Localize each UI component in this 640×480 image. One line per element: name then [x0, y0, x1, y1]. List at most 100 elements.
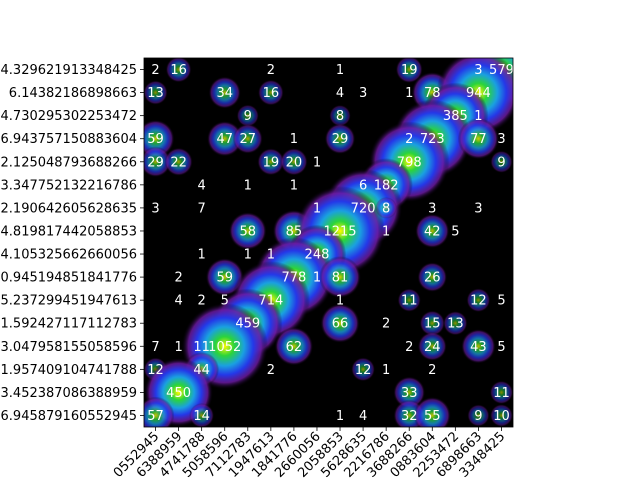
cell-value-label: 20 — [286, 155, 303, 170]
x-axis: 0552945638895947417885058596711278319476… — [111, 427, 508, 480]
cell-value-label: 3 — [474, 201, 482, 216]
cell-value-label: 5 — [221, 294, 229, 309]
cell-value-label: 2 — [198, 294, 206, 309]
cell-value-label: 2 — [428, 363, 436, 378]
cell-value-label: 5 — [451, 224, 459, 239]
cell-value-label: 1 — [313, 201, 321, 216]
heat-glow — [274, 326, 314, 366]
y-tick-label: 3.347752132216786 — [1, 178, 137, 193]
heat-glow — [490, 404, 513, 427]
cell-value-label: 7 — [198, 201, 206, 216]
cell-value-label: 11 — [193, 340, 210, 355]
cell-value-label: 1 — [290, 132, 298, 147]
cell-value-label: 43 — [470, 340, 487, 355]
cell-value-label: 5 — [497, 294, 505, 309]
cell-value-label: 6 — [359, 178, 367, 193]
heat-glow — [419, 310, 446, 336]
heat-glow — [461, 328, 496, 364]
heat-glow — [466, 288, 491, 313]
heat-glow — [144, 80, 168, 105]
cell-value-label: 459 — [235, 317, 260, 332]
cell-value-label: 4 — [359, 409, 367, 424]
cell-value-label: 62 — [286, 340, 303, 355]
cell-value-label: 19 — [401, 63, 418, 78]
heat-glow — [395, 58, 423, 84]
heat-glow — [164, 147, 193, 176]
cell-value-label: 29 — [147, 155, 164, 170]
cell-value-label: 1052 — [208, 340, 241, 355]
cell-value-label: 723 — [420, 132, 445, 147]
cell-value-label: 2 — [405, 132, 413, 147]
y-axis: 4.329621913348425 6.14382186898663 4.73029… — [1, 63, 144, 424]
cell-value-label: 2 — [174, 271, 182, 286]
heat-glows — [144, 58, 513, 427]
heat-glow — [206, 120, 243, 157]
y-tick-label: 1.592427117112783 — [1, 317, 137, 332]
y-tick-label: 2.125048793688266 — [1, 155, 137, 170]
heat-glow — [208, 76, 241, 109]
heat-glow — [228, 212, 267, 250]
cell-value-label: 2 — [267, 63, 275, 78]
heat-glow — [351, 357, 376, 382]
cell-value-label: 8 — [336, 109, 344, 124]
y-tick-label: 5.237299451947613 — [1, 294, 137, 309]
heat-glow — [165, 58, 192, 83]
heat-glow — [329, 104, 351, 127]
cell-value-label: 5 — [497, 340, 505, 355]
cell-value-label: 714 — [258, 294, 283, 309]
cell-value-label: 1 — [267, 248, 275, 263]
cell-value-label: 720 — [351, 201, 376, 216]
cell-value-label: 1 — [382, 363, 390, 378]
cell-value-label: 2 — [151, 63, 159, 78]
heat-glow — [236, 104, 259, 127]
cell-value-label: 13 — [147, 86, 164, 101]
heat-glow — [144, 146, 171, 178]
cell-value-label: 1215 — [323, 224, 356, 239]
cell-value-label: 8 — [382, 201, 390, 216]
cell-value-label: 12 — [355, 363, 372, 378]
heat-glow — [413, 396, 451, 427]
y-tick-label: 1.957409104741788 — [1, 363, 137, 378]
cell-value-label: 32 — [401, 409, 418, 424]
cell-value-label: 78 — [424, 86, 441, 101]
cell-value-label: 57 — [147, 409, 164, 424]
cell-value-label: 9 — [497, 155, 505, 170]
cell-value-label: 16 — [170, 63, 187, 78]
cell-value-label: 4 — [336, 86, 344, 101]
cell-value-label: 47 — [216, 132, 233, 147]
cell-value-label: 26 — [424, 271, 441, 286]
cell-value-label: 3 — [428, 201, 436, 216]
cell-value-label: 59 — [147, 132, 164, 147]
cell-value-label: 944 — [466, 86, 491, 101]
cell-value-label: 450 — [166, 386, 191, 401]
heat-glow — [320, 303, 360, 343]
cell-value-label: 11 — [493, 386, 510, 401]
cell-value-label: 1 — [474, 109, 482, 124]
heat-glow — [393, 376, 426, 409]
heat-glow — [324, 123, 356, 155]
cell-value-label: 59 — [216, 271, 233, 286]
heat-glow — [415, 213, 450, 249]
cell-value-label: 1 — [313, 155, 321, 170]
heat-glow — [490, 150, 513, 173]
cell-value-label: 1 — [313, 271, 321, 286]
heat-glow — [189, 402, 215, 427]
cell-value-label: 1 — [336, 294, 344, 309]
y-tick-label: 4.105325662660056 — [1, 248, 137, 263]
y-tick-label: 6.943757150883604 — [1, 132, 137, 147]
cell-value-label: 33 — [401, 386, 418, 401]
y-tick-label: 3.452387086388959 — [1, 386, 137, 401]
cell-value-label: 42 — [424, 224, 441, 239]
heat-glow — [280, 147, 308, 176]
heat-glow — [467, 404, 490, 427]
heat-glow — [144, 396, 175, 427]
cell-value-label: 66 — [332, 317, 349, 332]
cell-value-label: 11 — [401, 294, 418, 309]
cell-value-label: 4 — [198, 178, 206, 193]
cell-value-label: 9 — [244, 109, 252, 124]
cell-value-label: 24 — [424, 340, 441, 355]
cell-value-label: 13 — [447, 317, 464, 332]
cell-value-label: 182 — [374, 178, 399, 193]
y-tick-label: 6.945879160552945 — [1, 409, 137, 424]
